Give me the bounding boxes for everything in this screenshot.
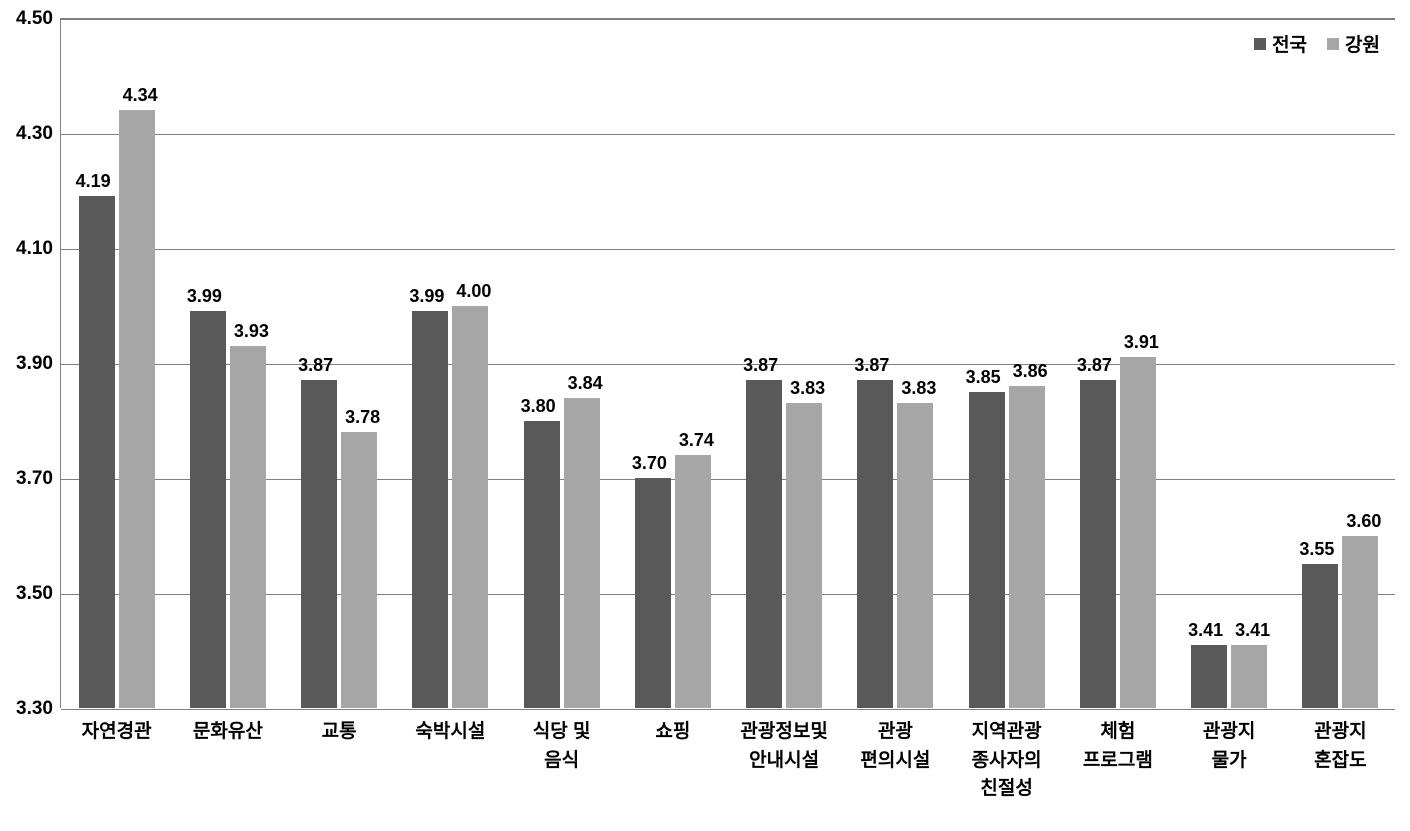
legend-swatch [1254,38,1266,50]
bar-value-label: 3.99 [187,286,222,311]
bar-value-label: 3.99 [409,286,444,311]
bar-chart: 3.303.503.703.904.104.304.504.194.34자연경관… [0,0,1410,831]
bar-강원: 3.86 [1009,386,1045,708]
bar-value-label: 3.87 [854,355,889,380]
y-tick-label: 4.50 [16,8,61,30]
x-category-label: 식당 및 음식 [533,708,591,775]
legend-label: 전국 [1272,30,1307,57]
bar-value-label: 3.86 [1013,361,1048,386]
bar-value-label: 3.78 [345,407,380,432]
bar-강원: 3.83 [897,403,933,708]
legend-swatch [1327,38,1339,50]
x-category-label: 관광지 물가 [1203,708,1255,775]
bar-value-label: 3.41 [1188,620,1223,645]
bar-강원: 3.84 [564,398,600,709]
bar-value-label: 3.84 [568,373,603,398]
bar-value-label: 3.80 [521,396,556,421]
bar-value-label: 3.83 [790,378,825,403]
x-category-label: 자연경관 [82,708,152,747]
bar-value-label: 4.19 [76,171,111,196]
bar-강원: 4.34 [119,110,155,708]
y-tick-label: 3.30 [16,698,61,720]
bar-value-label: 3.87 [743,355,778,380]
bar-전국: 3.70 [635,478,671,708]
bar-value-label: 4.34 [123,85,158,110]
bar-value-label: 3.85 [966,367,1001,392]
bar-강원: 3.60 [1342,536,1378,709]
bar-value-label: 4.00 [456,281,491,306]
bar-강원: 3.91 [1120,357,1156,708]
gridline [61,19,1395,20]
x-category-label: 체험 프로그램 [1083,708,1153,775]
bar-value-label: 3.60 [1346,511,1381,536]
bar-value-label: 3.87 [298,355,333,380]
bar-전국: 3.99 [190,311,226,708]
gridline [61,134,1395,135]
plot-area: 3.303.503.703.904.104.304.504.194.34자연경관… [60,18,1395,708]
y-tick-label: 3.90 [16,353,61,375]
bar-전국: 3.55 [1302,564,1338,708]
bar-value-label: 3.93 [234,321,269,346]
bar-value-label: 3.74 [679,430,714,455]
x-category-label: 관광지 혼잡도 [1314,708,1366,775]
bar-전국: 3.41 [1191,645,1227,708]
x-category-label: 문화유산 [193,708,263,747]
bar-강원: 3.93 [230,346,266,708]
bar-전국: 3.80 [524,421,560,709]
bar-전국: 3.85 [969,392,1005,708]
bar-전국: 3.99 [412,311,448,708]
y-tick-label: 4.10 [16,238,61,260]
bar-전국: 3.87 [746,380,782,708]
bar-value-label: 3.83 [901,378,936,403]
bar-전국: 3.87 [857,380,893,708]
bar-value-label: 3.41 [1235,620,1270,645]
legend-item: 전국 [1254,30,1307,57]
bar-강원: 3.41 [1231,645,1267,708]
bar-강원: 4.00 [452,306,488,709]
x-category-label: 쇼핑 [655,708,690,747]
y-tick-label: 3.50 [16,583,61,605]
x-category-label: 교통 [322,708,357,747]
bar-value-label: 3.55 [1299,539,1334,564]
legend: 전국 강원 [1254,30,1380,57]
legend-item: 강원 [1327,30,1380,57]
y-tick-label: 4.30 [16,123,61,145]
bar-강원: 3.83 [786,403,822,708]
legend-label: 강원 [1345,30,1380,57]
y-tick-label: 3.70 [16,468,61,490]
bar-전국: 3.87 [1080,380,1116,708]
x-category-label: 지역관광 종사자의 친절성 [972,708,1042,804]
bar-전국: 3.87 [301,380,337,708]
bar-강원: 3.74 [675,455,711,708]
x-category-label: 관광 편의시설 [860,708,930,775]
x-category-label: 숙박시설 [415,708,485,747]
bar-value-label: 3.91 [1124,332,1159,357]
bar-value-label: 3.70 [632,453,667,478]
bar-value-label: 3.87 [1077,355,1112,380]
x-category-label: 관광정보및 안내시설 [740,708,827,775]
bar-전국: 4.19 [79,196,115,708]
bar-강원: 3.78 [341,432,377,708]
gridline [61,249,1395,250]
